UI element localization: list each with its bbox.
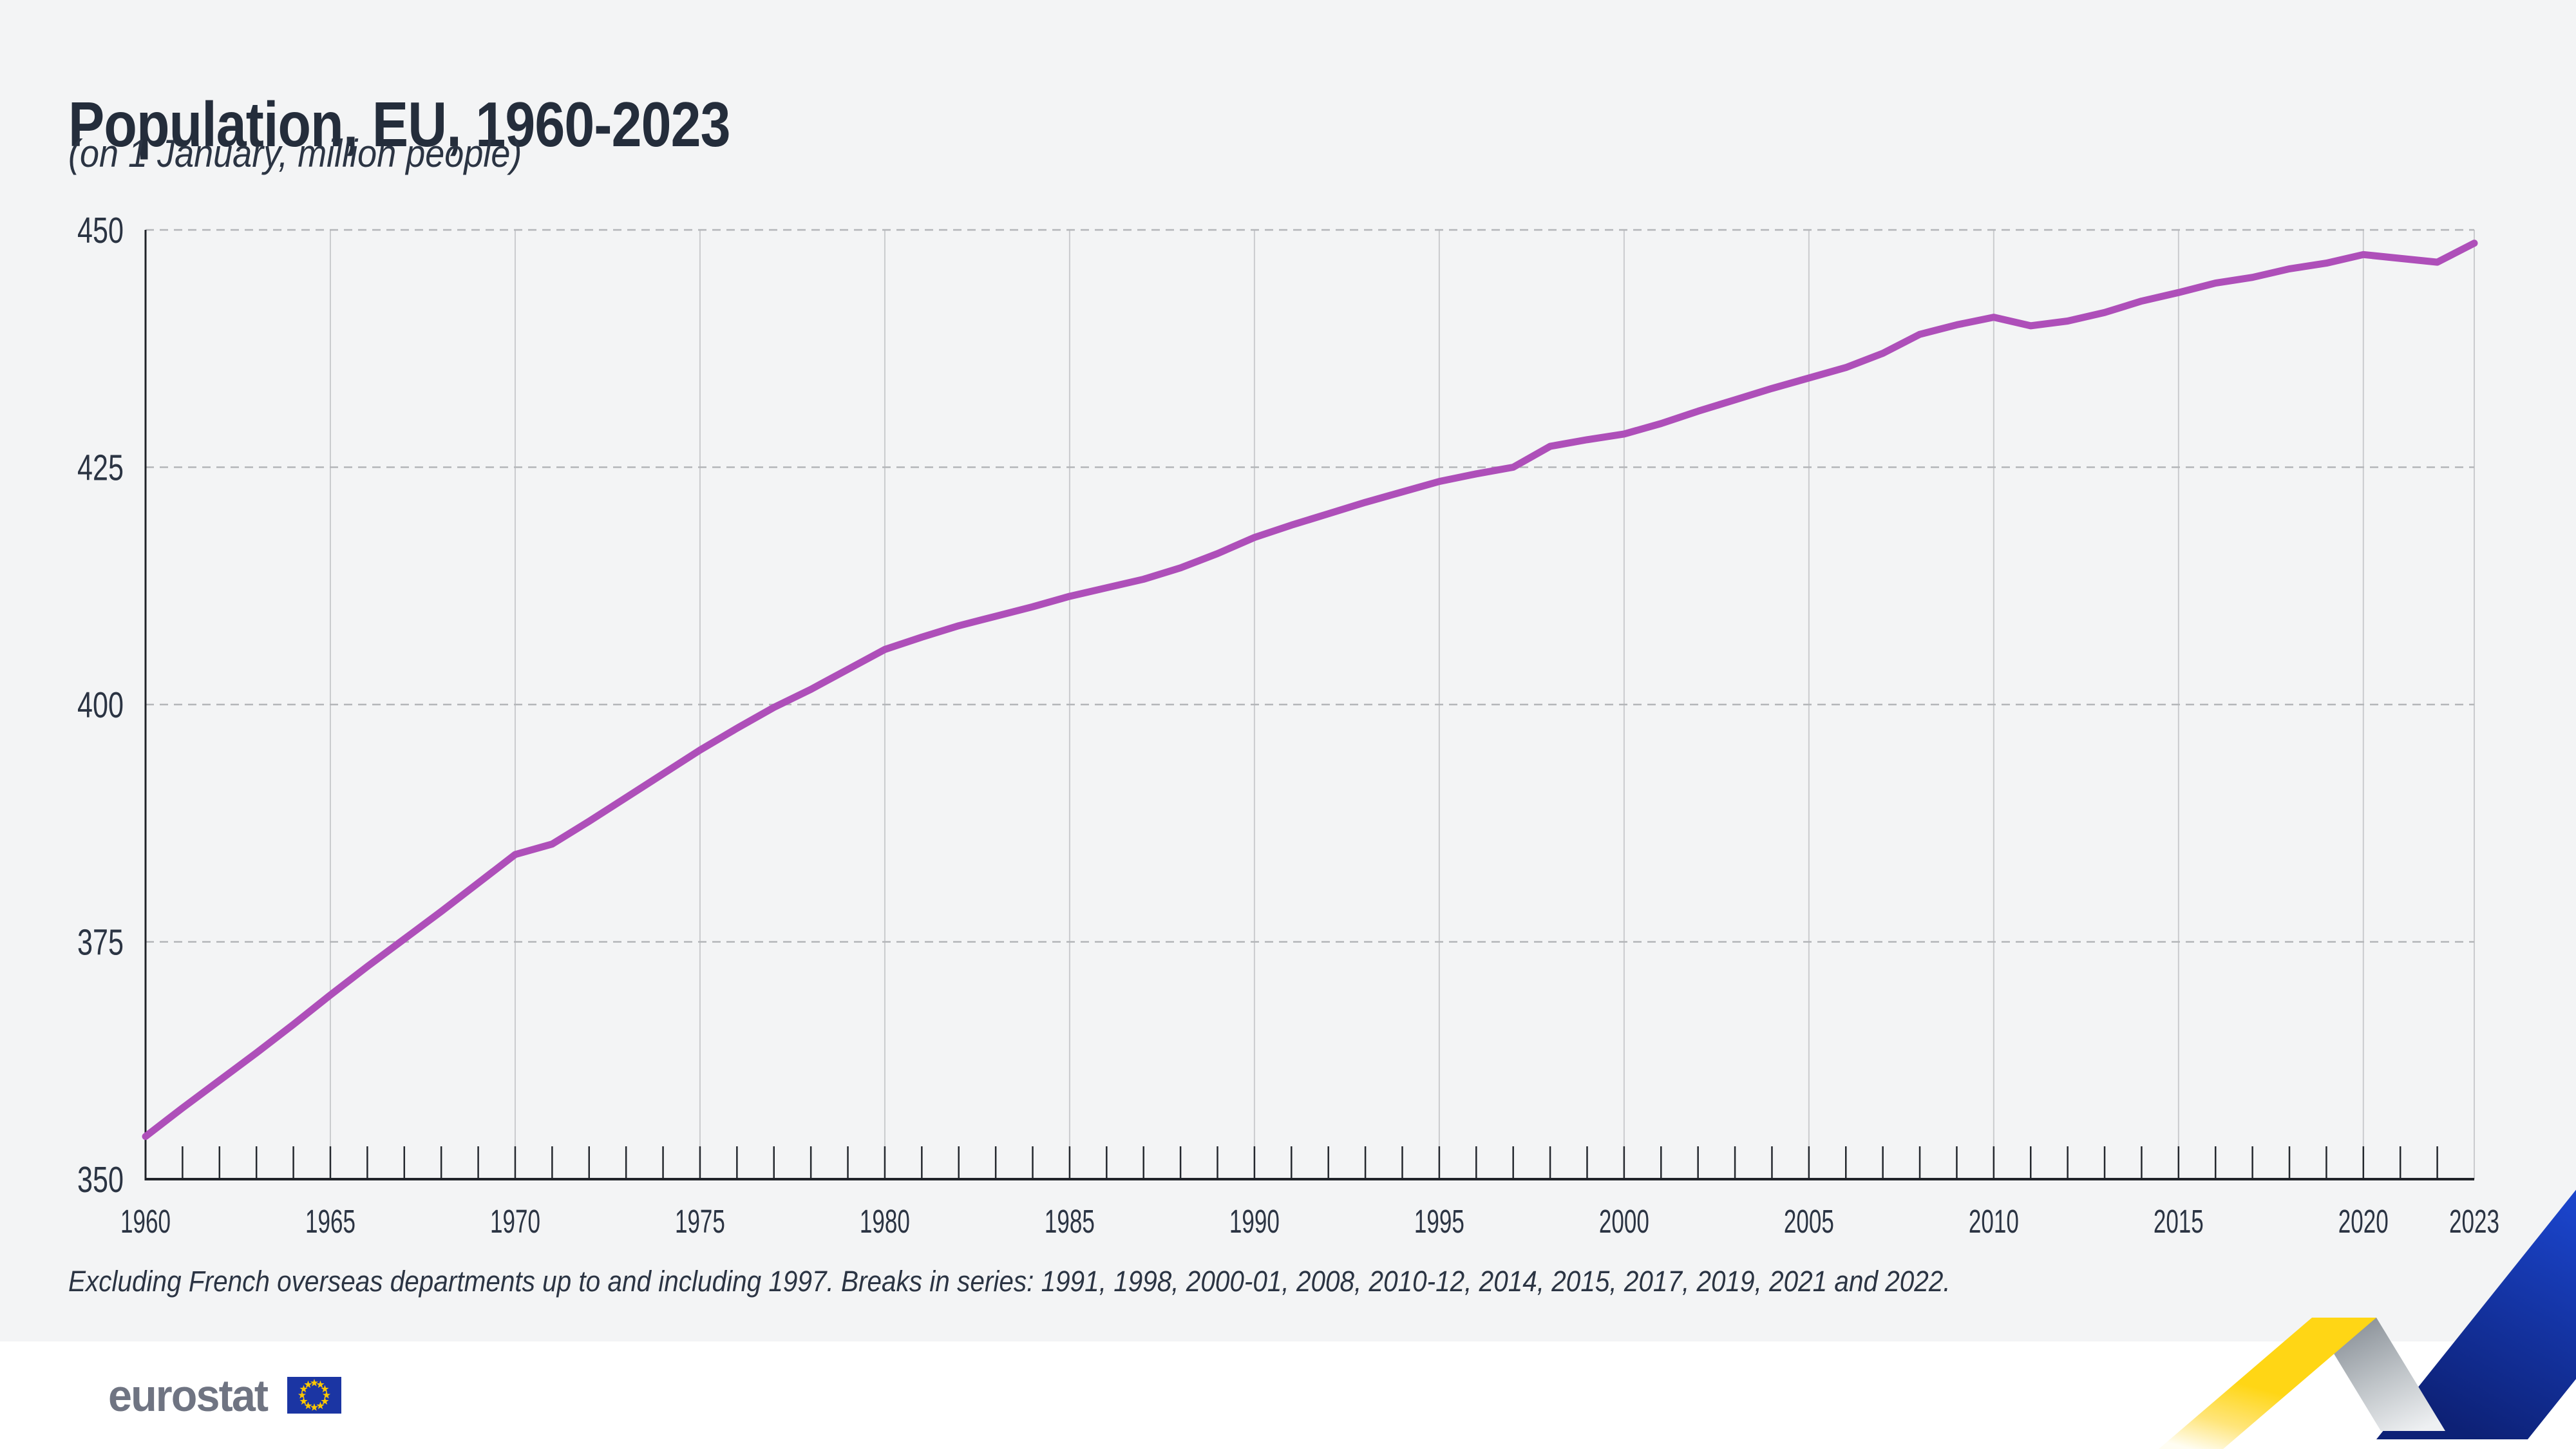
y-tick-label: 450	[77, 210, 124, 251]
eu-flag-star	[316, 1401, 325, 1410]
page-subtitle: (on 1 January, million people)	[68, 132, 522, 175]
eurostat-logo: eurostat	[108, 1370, 342, 1421]
eu-flag-star	[304, 1380, 312, 1388]
x-tick-label: 1985	[1045, 1203, 1095, 1240]
ribbon-gray-band	[2312, 1318, 2445, 1431]
eurostat-logo-text: eurostat	[108, 1370, 269, 1421]
x-tick-label: 2010	[1969, 1203, 2019, 1240]
x-tick-label: 1980	[860, 1203, 910, 1240]
y-tick-label: 425	[77, 448, 124, 489]
ribbon-decoration	[2159, 1189, 2576, 1449]
x-tick-label: 2020	[2338, 1203, 2389, 1240]
x-tick-label: 1995	[1414, 1203, 1464, 1240]
x-tick-label: 1975	[675, 1203, 725, 1240]
population-line-chart: 1960 1965 1970 1975 1980 1985 1990 1995 2000 2005…	[77, 210, 2499, 1240]
x-tick-label: 1960	[120, 1203, 171, 1240]
ribbon-blue-band	[2376, 1189, 2576, 1439]
x-tick-label: 2015	[2154, 1203, 2204, 1240]
y-tick-label: 350	[77, 1159, 124, 1200]
eu-flag-star	[304, 1401, 312, 1410]
x-tick-label: 1965	[305, 1203, 355, 1240]
x-tick-label: 1970	[490, 1203, 540, 1240]
population-series-line	[142, 240, 2478, 1141]
eu-flag-star	[323, 1391, 331, 1399]
eu-flag-star	[310, 1379, 319, 1387]
chart-footnote: Excluding French overseas departments up…	[68, 1265, 1951, 1298]
y-tick-label: 400	[77, 685, 124, 726]
eu-flag-star	[316, 1380, 325, 1388]
x-tick-label: 2005	[1784, 1203, 1834, 1240]
x-tick-label: 2000	[1599, 1203, 1649, 1240]
eu-flag-star	[310, 1403, 319, 1411]
eu-flag-star	[321, 1385, 329, 1393]
y-tick-label: 375	[77, 922, 124, 963]
eu-flag-star	[298, 1391, 307, 1399]
eu-flag-star	[299, 1385, 308, 1393]
footer-strip	[0, 1341, 2576, 1449]
ribbon-yellow-band	[2159, 1318, 2376, 1449]
eu-flag-star	[299, 1397, 308, 1405]
page-title: Population, EU, 1960-2023	[68, 88, 731, 160]
eu-flag-star	[321, 1397, 329, 1405]
x-tick-label: 1990	[1229, 1203, 1280, 1240]
x-tick-label: 2023	[2449, 1203, 2499, 1240]
eu-flag-icon	[287, 1377, 342, 1414]
chart-background	[0, 0, 2576, 1341]
